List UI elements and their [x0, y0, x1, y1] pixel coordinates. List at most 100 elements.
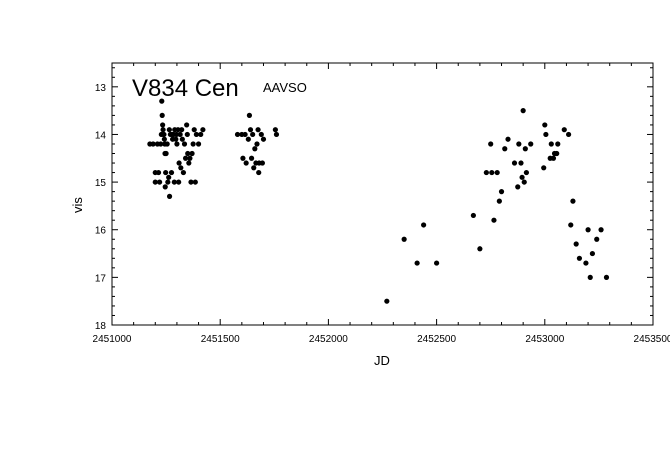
data-point: [242, 131, 248, 138]
data-point: [250, 131, 256, 138]
data-point: [256, 169, 262, 176]
data-point: [252, 146, 258, 152]
x-tick-label: 2453500: [634, 334, 670, 345]
data-point: [561, 127, 567, 133]
data-point: [505, 136, 511, 142]
data-point: [198, 131, 204, 138]
data-point: [171, 179, 177, 185]
data-point: [191, 127, 197, 133]
data-point: [401, 236, 407, 242]
data-point: [248, 155, 255, 161]
x-axis-label: JD: [374, 353, 390, 368]
data-point: [165, 179, 171, 185]
data-point: [175, 127, 181, 133]
data-point: [522, 146, 528, 152]
data-point: [163, 169, 169, 176]
data-point: [555, 141, 561, 147]
x-tick-label: 2451500: [201, 334, 240, 345]
data-point: [414, 260, 420, 266]
data-point: [491, 217, 497, 223]
data-point: [494, 169, 500, 176]
data-point: [541, 165, 547, 171]
data-point: [583, 260, 589, 266]
data-point: [251, 165, 257, 171]
data-point: [528, 141, 534, 147]
data-point: [158, 141, 164, 147]
data-points: [147, 98, 610, 304]
data-point: [516, 141, 522, 147]
data-point: [258, 131, 264, 138]
data-point: [511, 160, 518, 166]
data-point: [548, 141, 554, 147]
data-point: [566, 131, 572, 138]
data-point: [161, 131, 167, 138]
data-point: [189, 150, 195, 157]
data-point: [186, 160, 192, 166]
data-point: [550, 155, 557, 161]
y-tick-label: 13: [95, 83, 107, 94]
data-point: [182, 155, 189, 161]
chart-subtitle: AAVSO: [263, 80, 307, 95]
data-point: [184, 131, 190, 138]
data-point: [477, 246, 483, 252]
data-point: [421, 222, 427, 228]
data-point: [188, 179, 194, 185]
data-point: [173, 131, 180, 138]
data-point: [434, 260, 440, 266]
plot-frame: [111, 62, 654, 326]
y-tick-label: 17: [95, 273, 107, 284]
x-tick-label: 2452000: [309, 334, 348, 345]
data-point: [518, 160, 524, 166]
data-point: [162, 184, 168, 190]
data-point: [160, 127, 166, 133]
data-point: [384, 298, 390, 304]
data-point: [568, 222, 574, 228]
data-point: [587, 274, 593, 280]
data-point: [174, 141, 180, 147]
data-point: [180, 169, 187, 176]
data-point: [589, 250, 596, 257]
data-point: [157, 179, 163, 185]
data-point: [246, 112, 253, 118]
data-point: [243, 160, 249, 166]
data-point: [519, 174, 525, 180]
data-point: [164, 141, 170, 147]
data-point: [187, 155, 193, 161]
data-point: [240, 155, 246, 161]
data-point: [594, 236, 600, 242]
x-tick-label: 2452500: [417, 334, 456, 345]
data-point: [173, 136, 179, 142]
data-point: [160, 122, 166, 128]
data-point: [178, 165, 184, 171]
data-point: [150, 141, 156, 147]
y-tick-label: 15: [95, 178, 107, 189]
data-point: [272, 127, 278, 133]
data-point: [161, 136, 167, 142]
data-point: [245, 136, 251, 142]
data-point: [521, 179, 527, 185]
data-point: [192, 179, 198, 185]
data-point: [159, 112, 165, 118]
data-point: [193, 131, 199, 138]
data-point: [234, 131, 241, 138]
data-point: [523, 169, 530, 176]
data-point: [259, 160, 265, 166]
data-point: [260, 136, 267, 142]
data-point: [515, 184, 521, 190]
data-point: [576, 255, 583, 261]
y-tick-label: 16: [95, 226, 107, 237]
data-point: [254, 141, 260, 147]
data-point: [542, 122, 548, 128]
data-point: [273, 131, 280, 138]
data-point: [190, 141, 196, 147]
tick-marks: [111, 63, 654, 326]
data-point: [179, 136, 185, 142]
data-point: [181, 141, 188, 147]
y-axis-label: vis: [70, 197, 85, 213]
data-point: [152, 179, 158, 185]
data-point: [166, 127, 172, 133]
data-point: [247, 127, 254, 133]
data-point: [570, 198, 576, 204]
data-point: [488, 141, 494, 147]
data-point: [155, 169, 162, 176]
